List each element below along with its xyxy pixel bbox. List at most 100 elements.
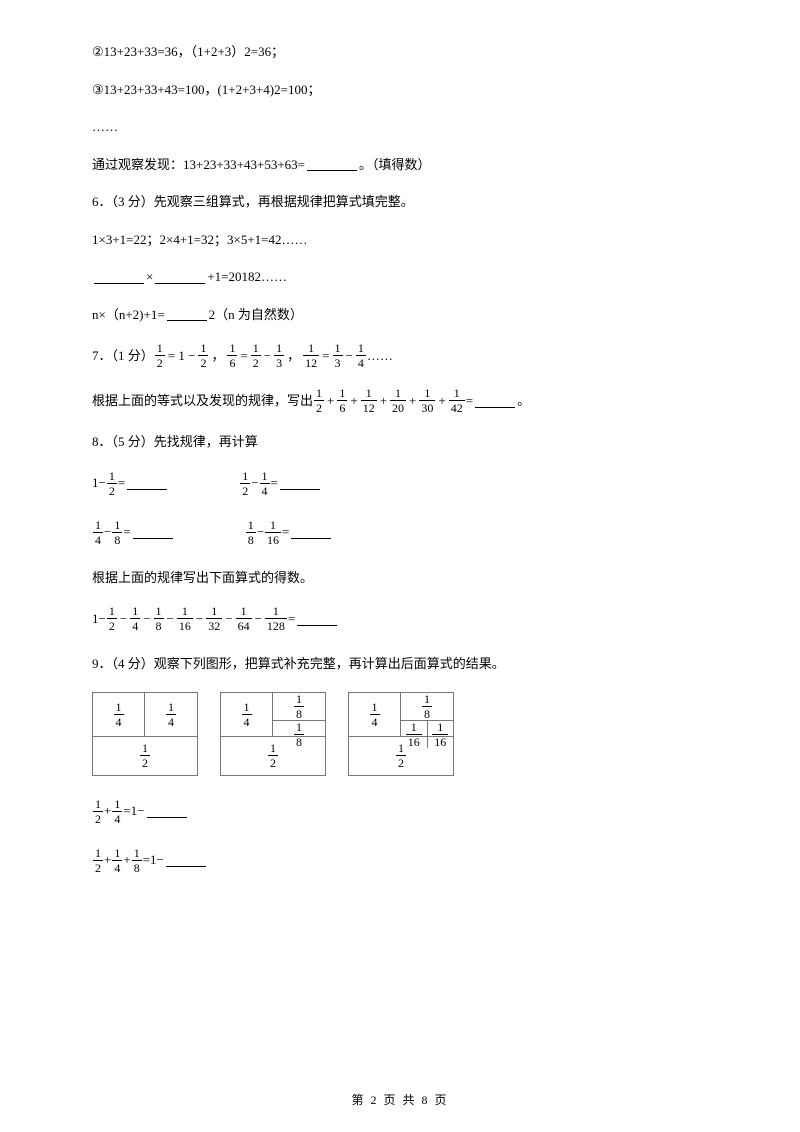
diagram-row: 14141214181812141811611612	[92, 692, 708, 776]
text: =1−	[143, 850, 164, 870]
text: =	[466, 391, 473, 411]
text: −	[104, 522, 111, 542]
text-line: 1×3+1=22；2×4+1=32；3×5+1=42……	[92, 230, 708, 250]
text-line: ③13+23+33+43=100，(1+2+3+4)2=100；	[92, 80, 708, 100]
equation-rows: 12+ 14 =1−12+ 14+ 18 =1−	[92, 798, 708, 874]
fraction: 14	[112, 798, 122, 825]
page-content: ②13+23+33=36，（1+2+3）2=36； ③13+23+33+43=1…	[0, 0, 800, 874]
question-9: 9．（4 分）观察下列图形，把算式补充完整，再计算出后面算式的结果。	[92, 654, 708, 674]
fraction-diagram: 14 14 12	[92, 692, 198, 776]
fraction: 12	[396, 742, 406, 769]
fraction: 14	[112, 847, 122, 874]
text: −	[143, 609, 150, 629]
equation-row: 12+ 14 =1−	[92, 798, 708, 825]
fraction: 14	[114, 701, 124, 728]
fraction: 116	[265, 519, 281, 546]
fraction: 12	[155, 342, 165, 369]
text-line: ②13+23+33=36，（1+2+3）2=36；	[92, 42, 708, 62]
text: −	[120, 609, 127, 629]
fraction: 18	[294, 721, 304, 748]
fill-blank[interactable]	[147, 804, 187, 818]
fraction: 12	[198, 342, 208, 369]
fill-blank[interactable]	[133, 525, 173, 539]
fraction: 18	[246, 519, 256, 546]
fill-blank[interactable]	[94, 270, 144, 284]
text: −	[264, 346, 271, 366]
question-6: 6．（3 分）先观察三组算式，再根据规律把算式填完整。	[92, 192, 708, 212]
text: −	[257, 522, 264, 542]
fraction: 18	[112, 519, 122, 546]
fraction: 116	[177, 605, 193, 632]
equation-row: 12+ 14+ 18 =1−	[92, 847, 708, 874]
text: 1×3+1=22；2×4+1=32；3×5+1=42……	[92, 230, 307, 250]
fraction: 14	[130, 605, 140, 632]
text: −	[255, 609, 262, 629]
fraction: 12	[140, 742, 150, 769]
fraction: 14	[166, 701, 176, 728]
text: 。	[517, 391, 530, 411]
equation-row: 12 = 1 − 12，16 = 12 − 13，112 = 13 − 14	[154, 342, 367, 369]
text: +	[380, 391, 387, 411]
text: −	[251, 473, 258, 493]
text: =	[282, 522, 289, 542]
equation-row: 14 − 18 =18 − 116 =	[92, 519, 708, 546]
fraction: 12	[240, 470, 250, 497]
fill-blank[interactable]	[475, 394, 515, 408]
text-line: 根据上面的规律写出下面算式的得数。	[92, 568, 708, 588]
fraction: 12	[93, 847, 103, 874]
fraction-diagram: 14 1818 12	[220, 692, 326, 776]
question-8: 8．（5 分）先找规律，再计算	[92, 432, 708, 452]
fraction: 13	[333, 342, 343, 369]
fill-blank[interactable]	[280, 476, 320, 490]
text: =	[288, 609, 295, 629]
equation-row: 12 + 16 + 112 + 120 + 130 + 142	[313, 387, 466, 414]
fill-blank[interactable]	[297, 612, 337, 626]
fraction: 130	[419, 387, 435, 414]
fill-blank[interactable]	[155, 270, 205, 284]
fraction: 12	[268, 742, 278, 769]
fraction: 1128	[265, 605, 287, 632]
fraction: 13	[274, 342, 284, 369]
text: −	[167, 609, 174, 629]
text-line: n×（n+2)+1= 2（n 为自然数）	[92, 305, 708, 325]
text: =	[240, 346, 247, 366]
text: 通过观察发现：13+23+33+43+53+63=	[92, 155, 305, 175]
fraction: 112	[361, 387, 377, 414]
fraction: 12	[251, 342, 261, 369]
fraction: 132	[206, 605, 222, 632]
text: =	[322, 346, 329, 366]
fill-blank[interactable]	[167, 307, 207, 321]
equation-row: 12 − 14 − 18 − 116 − 132 − 164 − 1128	[106, 605, 288, 632]
text: ，	[287, 346, 300, 366]
text: −	[346, 346, 353, 366]
fraction-diagram: 141811611612	[348, 692, 454, 776]
fraction: 14	[242, 701, 252, 728]
fill-blank[interactable]	[166, 853, 206, 867]
text: +	[350, 391, 357, 411]
text: 9．（4 分）观察下列图形，把算式补充完整，再计算出后面算式的结果。	[92, 654, 505, 674]
text: ……	[92, 117, 118, 137]
text: ×	[146, 267, 153, 287]
fraction: 120	[390, 387, 406, 414]
text: 根据上面的等式以及发现的规律，写出	[92, 391, 313, 411]
fraction: 12	[107, 470, 117, 497]
question-7: 7．（1 分） 12 = 1 − 12，16 = 12 − 13，112 = 1…	[92, 342, 708, 369]
text: 2（n 为自然数）	[209, 305, 303, 325]
text-line: ……	[92, 117, 708, 137]
fill-blank[interactable]	[291, 525, 331, 539]
text: 1−	[92, 609, 106, 629]
text: =	[271, 473, 278, 493]
fraction: 18	[132, 847, 142, 874]
text-line: 通过观察发现：13+23+33+43+53+63= 。（填得数）	[92, 155, 708, 175]
text: +	[104, 850, 111, 870]
fraction: 14	[260, 470, 270, 497]
fill-blank[interactable]	[307, 157, 357, 171]
text: 8．（5 分）先找规律，再计算	[92, 432, 258, 452]
fraction: 112	[303, 342, 319, 369]
text: 。（填得数）	[359, 155, 431, 175]
text: n×（n+2)+1=	[92, 305, 165, 325]
equation-row: 1− 12 − 14 − 18 − 116 − 132 − 164 − 1128…	[92, 605, 708, 632]
fill-blank[interactable]	[127, 476, 167, 490]
fraction: 18	[294, 693, 304, 720]
text: ③13+23+33+43=100，(1+2+3+4)2=100；	[92, 80, 320, 100]
